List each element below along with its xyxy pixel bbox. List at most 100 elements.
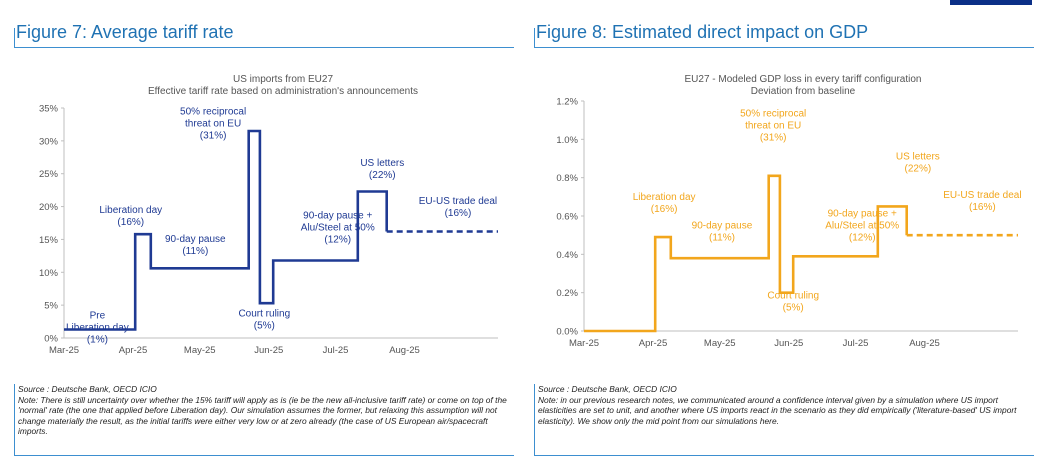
title-marker xyxy=(14,28,15,48)
annotation-line: US letters xyxy=(360,158,404,169)
annotation: Court ruling (5%) xyxy=(238,308,290,331)
annotation-line: (5%) xyxy=(783,302,804,313)
annotation: 90-day pause (11%) xyxy=(165,234,226,257)
y-tick-label: 0.8% xyxy=(556,173,578,184)
note-text: Note: in our previous research notes, we… xyxy=(538,394,1017,426)
annotation-line: Alu/Steel at 50% xyxy=(825,220,899,231)
annotation-line: threat on EU xyxy=(745,120,801,131)
y-tick-label: 0.2% xyxy=(556,288,578,299)
note-text: Note: There is still uncertainty over wh… xyxy=(18,394,507,437)
source-text: Source : Deutsche Bank, OECD ICIO xyxy=(538,384,677,394)
annotation-line: Court ruling xyxy=(238,308,290,319)
annotation-line: 90-day pause + xyxy=(303,210,372,221)
x-tick-label: Jul-25 xyxy=(323,345,349,356)
annotation-line: (16%) xyxy=(651,204,678,215)
annotation-line: (16%) xyxy=(445,208,472,219)
y-tick-label: 5% xyxy=(44,301,58,312)
y-tick-label: 35% xyxy=(39,104,59,115)
annotation-line: EU-US trade deal xyxy=(943,190,1021,201)
figure-title: Figure 8: Estimated direct impact on GDP xyxy=(536,22,869,42)
annotation-line: 90-day pause + xyxy=(828,208,897,219)
x-tick-label: Jun-25 xyxy=(254,345,283,356)
chart-title: EU27 - Modeled GDP loss in every tariff … xyxy=(685,74,922,85)
annotation: EU-US trade deal (16%) xyxy=(943,190,1021,213)
annotation: EU-US trade deal (16%) xyxy=(419,196,497,219)
series-line xyxy=(64,129,389,331)
y-tick-label: 1.0% xyxy=(556,135,578,146)
x-tick-label: Aug-25 xyxy=(909,338,940,349)
x-tick-label: Aug-25 xyxy=(389,345,420,356)
figure-8-panel: Figure 8: Estimated direct impact on GDP… xyxy=(534,22,1048,457)
annotation-line: (11%) xyxy=(709,233,735,244)
y-tick-label: 1.2% xyxy=(556,97,578,108)
footnote: Source : Deutsche Bank, OECD ICIO Note: … xyxy=(18,384,518,437)
annotation-line: US letters xyxy=(896,151,940,162)
title-rule xyxy=(534,47,1034,48)
x-tick-label: Mar-25 xyxy=(49,345,79,356)
annotation-line: Pre xyxy=(90,310,106,321)
x-tick-label: Mar-25 xyxy=(569,338,599,349)
y-tick-label: 0.0% xyxy=(556,327,578,338)
y-tick-label: 15% xyxy=(39,235,59,246)
annotation: 50% reciprocal threat on EU (31%) xyxy=(740,108,806,143)
footnote: Source : Deutsche Bank, OECD ICIO Note: … xyxy=(538,384,1038,426)
annotation-line: (16%) xyxy=(969,202,996,213)
annotation: 90-day pause (11%) xyxy=(692,221,753,244)
x-tick-label: May-25 xyxy=(704,338,736,349)
y-tick-label: 0.6% xyxy=(556,212,578,223)
annotation-line: (1%) xyxy=(87,334,108,345)
annotation-line: 90-day pause xyxy=(692,221,753,232)
x-tick-label: Jun-25 xyxy=(774,338,803,349)
annotation-line: (12%) xyxy=(849,232,876,243)
series-line xyxy=(584,174,909,333)
annotation-line: 50% reciprocal xyxy=(740,108,806,119)
footnote-rule xyxy=(14,455,514,456)
annotation-line: Liberation day xyxy=(66,322,129,333)
annotation-line: 50% reciprocal xyxy=(180,107,246,118)
annotation: US letters (22%) xyxy=(896,151,940,174)
annotation-line: threat on EU xyxy=(185,119,241,130)
y-tick-label: 30% xyxy=(39,136,59,147)
annotation-line: Court ruling xyxy=(767,290,819,301)
chart-title: US imports from EU27 xyxy=(233,74,333,85)
y-tick-label: 0% xyxy=(44,334,58,345)
annotation: 90-day pause + Alu/Steel at 50% (12%) xyxy=(301,210,375,245)
x-tick-label: Apr-25 xyxy=(119,345,148,356)
annotation-line: (22%) xyxy=(369,170,396,181)
annotation-line: EU-US trade deal xyxy=(419,196,497,207)
y-tick-label: 25% xyxy=(39,169,59,180)
figure-title: Figure 7: Average tariff rate xyxy=(16,22,234,42)
y-tick-label: 10% xyxy=(39,268,59,279)
brand-bar xyxy=(950,0,1032,5)
annotation-line: Alu/Steel at 50% xyxy=(301,222,375,233)
annotation-line: Liberation day xyxy=(99,205,162,216)
annotation-line: (12%) xyxy=(324,234,351,245)
x-tick-label: Apr-25 xyxy=(639,338,668,349)
annotation-line: (5%) xyxy=(254,320,275,331)
title-rule xyxy=(14,47,514,48)
chart-subtitle: Effective tariff rate based on administr… xyxy=(148,86,418,97)
footnote-rule xyxy=(534,455,1034,456)
annotation-line: Liberation day xyxy=(633,192,696,203)
y-tick-label: 20% xyxy=(39,202,59,213)
annotation-line: (22%) xyxy=(905,163,932,174)
title-marker xyxy=(534,28,535,48)
annotation-line: (16%) xyxy=(117,217,144,228)
annotation-line: (11%) xyxy=(182,246,208,257)
annotation-line: (31%) xyxy=(200,131,227,142)
x-tick-label: Jul-25 xyxy=(843,338,869,349)
annotation: 90-day pause + Alu/Steel at 50% (12%) xyxy=(825,208,899,243)
annotation: Pre Liberation day (1%) xyxy=(66,310,129,345)
y-tick-label: 0.4% xyxy=(556,250,578,261)
chart-subtitle: Deviation from baseline xyxy=(751,86,856,97)
x-tick-label: May-25 xyxy=(184,345,216,356)
annotation: 50% reciprocal threat on EU (31%) xyxy=(180,107,246,142)
gdp-impact-chart: EU27 - Modeled GDP loss in every tariff … xyxy=(556,74,1021,349)
annotation-line: 90-day pause xyxy=(165,234,226,245)
source-text: Source : Deutsche Bank, OECD ICIO xyxy=(18,384,157,394)
annotation: Court ruling (5%) xyxy=(767,290,819,313)
figure-7-panel: Figure 7: Average tariff rate US imports… xyxy=(14,22,528,457)
footnote-marker xyxy=(534,384,535,456)
annotation: Liberation day (16%) xyxy=(633,192,696,215)
